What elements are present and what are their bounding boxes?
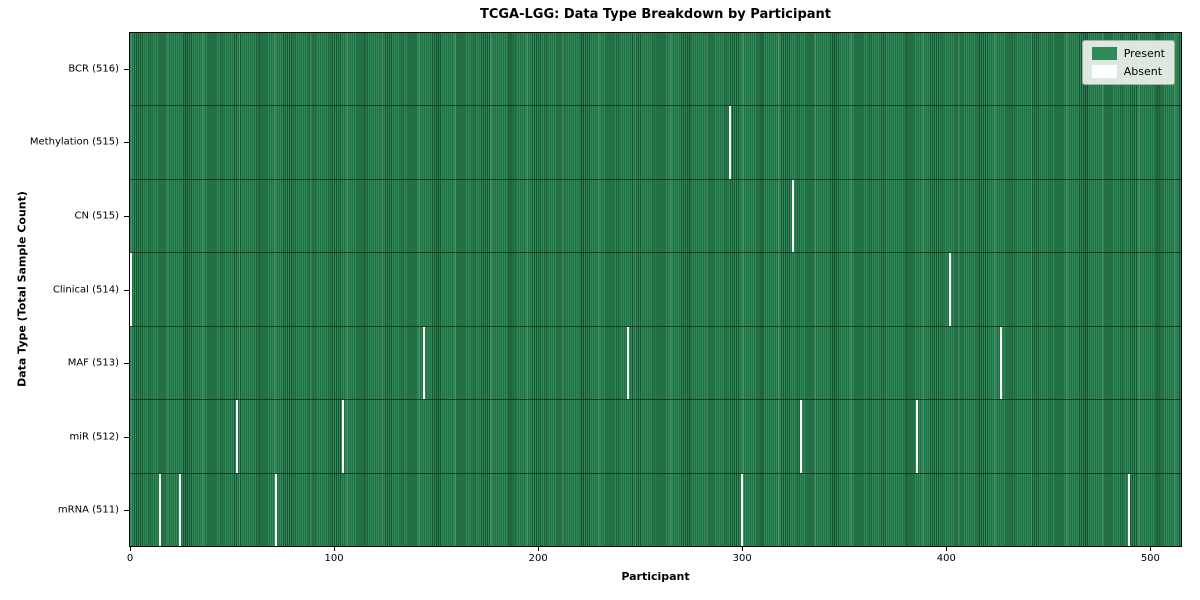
absent-mark-Clinical-0 xyxy=(130,253,133,326)
absent-mark-miR-329 xyxy=(800,400,803,473)
heatmap-row-BCR xyxy=(130,33,1181,106)
x-axis-label: Participant xyxy=(621,570,690,583)
heatmap-row-CN xyxy=(130,178,1181,253)
absent-mark-mRNA-300 xyxy=(741,473,744,546)
y-tick-label-Methylation: Methylation (515) xyxy=(29,136,119,148)
y-tick-mark xyxy=(124,510,129,512)
x-tick-label-100: 100 xyxy=(324,553,344,564)
absent-mark-MAF-144 xyxy=(423,326,426,400)
y-tick-label-miR: miR (512) xyxy=(69,431,119,443)
y-tick-label-Clinical: Clinical (514) xyxy=(52,284,119,295)
y-tick-mark xyxy=(124,68,129,70)
x-tick-mark xyxy=(130,547,132,551)
y-tick-label-mRNA: mRNA (511) xyxy=(57,504,119,516)
absent-mark-mRNA-71 xyxy=(274,473,277,546)
x-tick-label-300: 300 xyxy=(732,553,752,564)
x-tick-mark xyxy=(742,547,744,551)
y-tick-label-CN: CN (515) xyxy=(74,210,119,222)
heatmap-row-Methylation xyxy=(130,105,1181,179)
legend-item-absent: Absent xyxy=(1091,65,1165,78)
x-tick-mark xyxy=(946,547,948,551)
legend: Present Absent xyxy=(1081,40,1175,85)
y-tick-mark xyxy=(124,142,129,144)
absent-mark-MAF-427 xyxy=(999,326,1002,400)
heatmap-row-miR xyxy=(130,399,1181,473)
heatmap-row-MAF xyxy=(130,325,1181,400)
absent-mark-miR-386 xyxy=(916,400,919,473)
absent-mark-Clinical-402 xyxy=(948,253,951,326)
heatmap-row-mRNA xyxy=(130,472,1181,546)
legend-label-absent: Absent xyxy=(1123,65,1163,78)
x-tick-mark xyxy=(1150,547,1152,551)
x-tick-label-0: 0 xyxy=(126,553,134,564)
y-tick-mark xyxy=(124,363,129,365)
x-tick-label-400: 400 xyxy=(936,553,956,564)
chart-title: TCGA-LGG: Data Type Breakdown by Partici… xyxy=(479,7,832,22)
absent-mark-MAF-244 xyxy=(626,326,630,400)
y-tick-label-MAF: MAF (513) xyxy=(67,357,119,369)
plot-area: Present Absent xyxy=(129,32,1182,547)
x-tick-label-500: 500 xyxy=(1140,553,1160,564)
y-tick-mark xyxy=(124,289,129,291)
absent-mark-miR-104 xyxy=(341,400,344,473)
legend-item-present: Present xyxy=(1091,47,1165,60)
heatmap-row-Clinical xyxy=(130,252,1181,326)
legend-swatch-absent-icon xyxy=(1091,65,1117,78)
legend-label-present: Present xyxy=(1123,47,1165,60)
x-tick-mark xyxy=(538,547,540,551)
legend-swatch-present-icon xyxy=(1091,47,1117,60)
absent-mark-mRNA-490 xyxy=(1128,473,1131,546)
x-tick-mark xyxy=(334,547,336,551)
absent-mark-mRNA-24 xyxy=(178,473,181,546)
absent-mark-CN-325 xyxy=(791,179,794,253)
x-tick-label-200: 200 xyxy=(528,553,548,564)
absent-mark-miR-52 xyxy=(235,400,238,473)
y-tick-label-BCR: BCR (516) xyxy=(68,63,119,75)
absent-mark-Methylation-294 xyxy=(728,106,731,179)
absent-mark-mRNA-14 xyxy=(158,473,161,546)
y-tick-mark xyxy=(124,436,129,438)
y-tick-mark xyxy=(124,215,129,217)
